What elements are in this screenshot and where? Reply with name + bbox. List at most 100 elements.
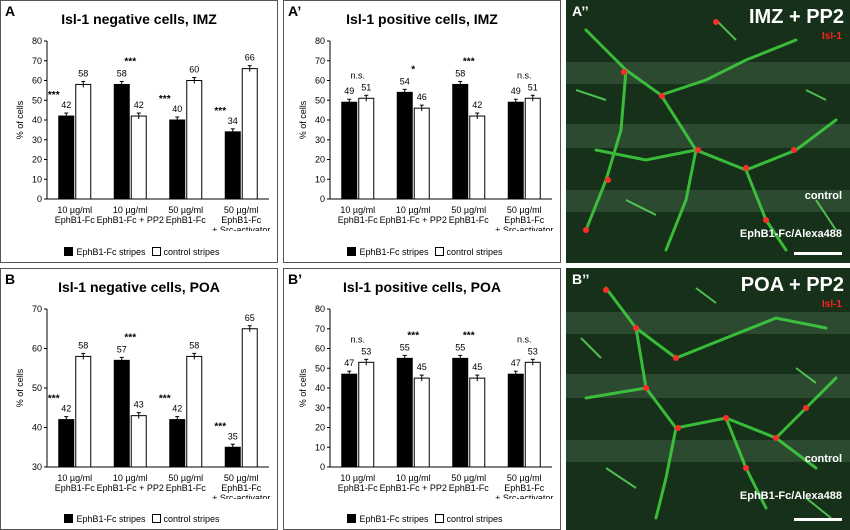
legend-swatch-white [434, 247, 444, 256]
legend-swatch-black [64, 247, 74, 256]
x-tick-label: 10 µg/ml [396, 205, 431, 215]
legend-label-white: control stripes [163, 247, 220, 257]
y-tick-label: 40 [32, 115, 42, 125]
x-tick-label: EphB1-Fc [504, 215, 545, 225]
y-tick-label: 20 [32, 155, 42, 165]
data-label-control: 45 [417, 362, 427, 372]
y-tick-label: 40 [315, 383, 325, 393]
data-label-control: 58 [78, 68, 88, 78]
x-tick-label: EphB1-Fc + PP2 [97, 483, 164, 493]
legend-swatch-black [347, 514, 357, 523]
data-label-ephb1: 47 [344, 358, 354, 368]
significance-label: n.s. [517, 70, 532, 80]
bar-ephb1 [169, 419, 186, 468]
control-label-imz: control [804, 190, 842, 202]
y-tick-label: 80 [315, 36, 325, 46]
x-tick-label: EphB1-Fc [338, 483, 379, 493]
bar-ephb1 [507, 373, 524, 468]
x-tick-label: 10 µg/ml [57, 205, 92, 215]
data-label-ephb1: 57 [117, 344, 127, 354]
y-tick-label: 60 [315, 76, 325, 86]
data-label-control: 66 [245, 53, 255, 63]
x-tick-label: 50 µg/ml [168, 205, 203, 215]
x-tick-label: 10 µg/ml [396, 473, 431, 483]
legend-label-black: EphB1-Fc stripes [76, 247, 146, 257]
data-label-control: 53 [528, 346, 538, 356]
panel-label-b-prime: B’ [288, 271, 302, 287]
y-axis-label: % of cells [15, 368, 25, 407]
x-tick-label: EphB1-Fc + PP2 [97, 215, 164, 225]
x-tick-label: EphB1-Fc [221, 215, 262, 225]
scale-bar-poa [794, 518, 842, 521]
bar-control [186, 80, 203, 200]
data-label-ephb1: 34 [228, 116, 238, 126]
data-label-control: 42 [472, 100, 482, 110]
significance-label: n.s. [350, 334, 365, 344]
stripe-label-imz: EphB1-Fc/Alexa488 [739, 228, 842, 240]
bar-ephb1 [58, 419, 75, 468]
marker-label-poa: Isl-1 [821, 299, 842, 310]
chart-panel-a-prime: A’ Isl-1 positive cells, IMZ 0 10 20 30 40 50… [283, 0, 561, 263]
x-tick-label: EphB1-Fc [338, 215, 379, 225]
y-tick-label: 40 [32, 423, 42, 433]
bar-ephb1 [341, 101, 358, 200]
x-tick-label: 50 µg/ml [168, 473, 203, 483]
chart-panel-a: A Isl-1 negative cells, IMZ 0 10 20 30 40 50 6… [0, 0, 278, 263]
y-tick-label: 60 [32, 76, 42, 86]
data-label-control: 51 [528, 82, 538, 92]
data-label-ephb1: 47 [511, 358, 521, 368]
bar-ephb1 [224, 131, 241, 200]
x-tick-label: 50 µg/ml [224, 473, 259, 483]
chart-title-a: Isl-1 negative cells, IMZ [61, 11, 217, 27]
panel-label-a-prime: A’ [288, 3, 302, 19]
x-tick-label: EphB1-Fc + PP2 [380, 215, 447, 225]
micrograph-poa: B’’ POA + PP2 Isl-1 control EphB1-Fc/Ale… [566, 268, 850, 530]
y-tick-label: 60 [32, 344, 42, 354]
x-tick-label: 50 µg/ml [451, 473, 486, 483]
x-tick-label: 10 µg/ml [113, 205, 148, 215]
legend-label-black: EphB1-Fc stripes [76, 514, 146, 524]
x-tick-label: EphB1-Fc [449, 483, 490, 493]
legend-b-prime: EphB1-Fc stripes control stripes [284, 514, 560, 524]
legend-swatch-white [434, 514, 444, 523]
y-tick-label: 40 [315, 115, 325, 125]
data-label-control: 42 [134, 100, 144, 110]
significance-label: *** [463, 56, 475, 67]
bar-control [75, 355, 92, 468]
bar-control [524, 361, 541, 468]
x-tick-label: + Src-activator [212, 225, 270, 231]
data-label-control: 58 [189, 340, 199, 350]
marker-label-imz: Isl-1 [821, 31, 842, 42]
bar-control [469, 377, 486, 468]
bar-ephb1 [452, 357, 469, 468]
x-tick-label: 50 µg/ml [507, 473, 542, 483]
bar-control [130, 415, 147, 468]
significance-label: n.s. [517, 334, 532, 344]
x-tick-label: EphB1-Fc [55, 215, 96, 225]
y-tick-label: 30 [315, 135, 325, 145]
data-label-ephb1: 58 [455, 68, 465, 78]
bar-control [413, 107, 430, 200]
legend-a-prime: EphB1-Fc stripes control stripes [284, 247, 560, 257]
significance-label: *** [407, 330, 419, 341]
legend-swatch-black [64, 514, 74, 523]
data-label-control: 65 [245, 313, 255, 323]
data-label-control: 51 [361, 82, 371, 92]
bar-control [524, 97, 541, 200]
bar-ephb1 [452, 83, 469, 200]
y-tick-label: 0 [37, 194, 42, 204]
y-tick-label: 30 [32, 135, 42, 145]
data-label-control: 60 [189, 65, 199, 75]
x-tick-label: + Src-activator [495, 225, 553, 231]
legend-swatch-white [151, 514, 161, 523]
bar-ephb1 [169, 119, 186, 200]
significance-label: *** [48, 90, 60, 101]
stripe-label-poa: EphB1-Fc/Alexa488 [739, 490, 842, 502]
data-label-ephb1: 42 [172, 404, 182, 414]
x-tick-label: + Src-activator [495, 493, 553, 499]
x-tick-label: 50 µg/ml [507, 205, 542, 215]
panel-label-b: B [5, 271, 16, 287]
x-tick-label: EphB1-Fc [221, 483, 262, 493]
scale-bar-imz [794, 252, 842, 255]
